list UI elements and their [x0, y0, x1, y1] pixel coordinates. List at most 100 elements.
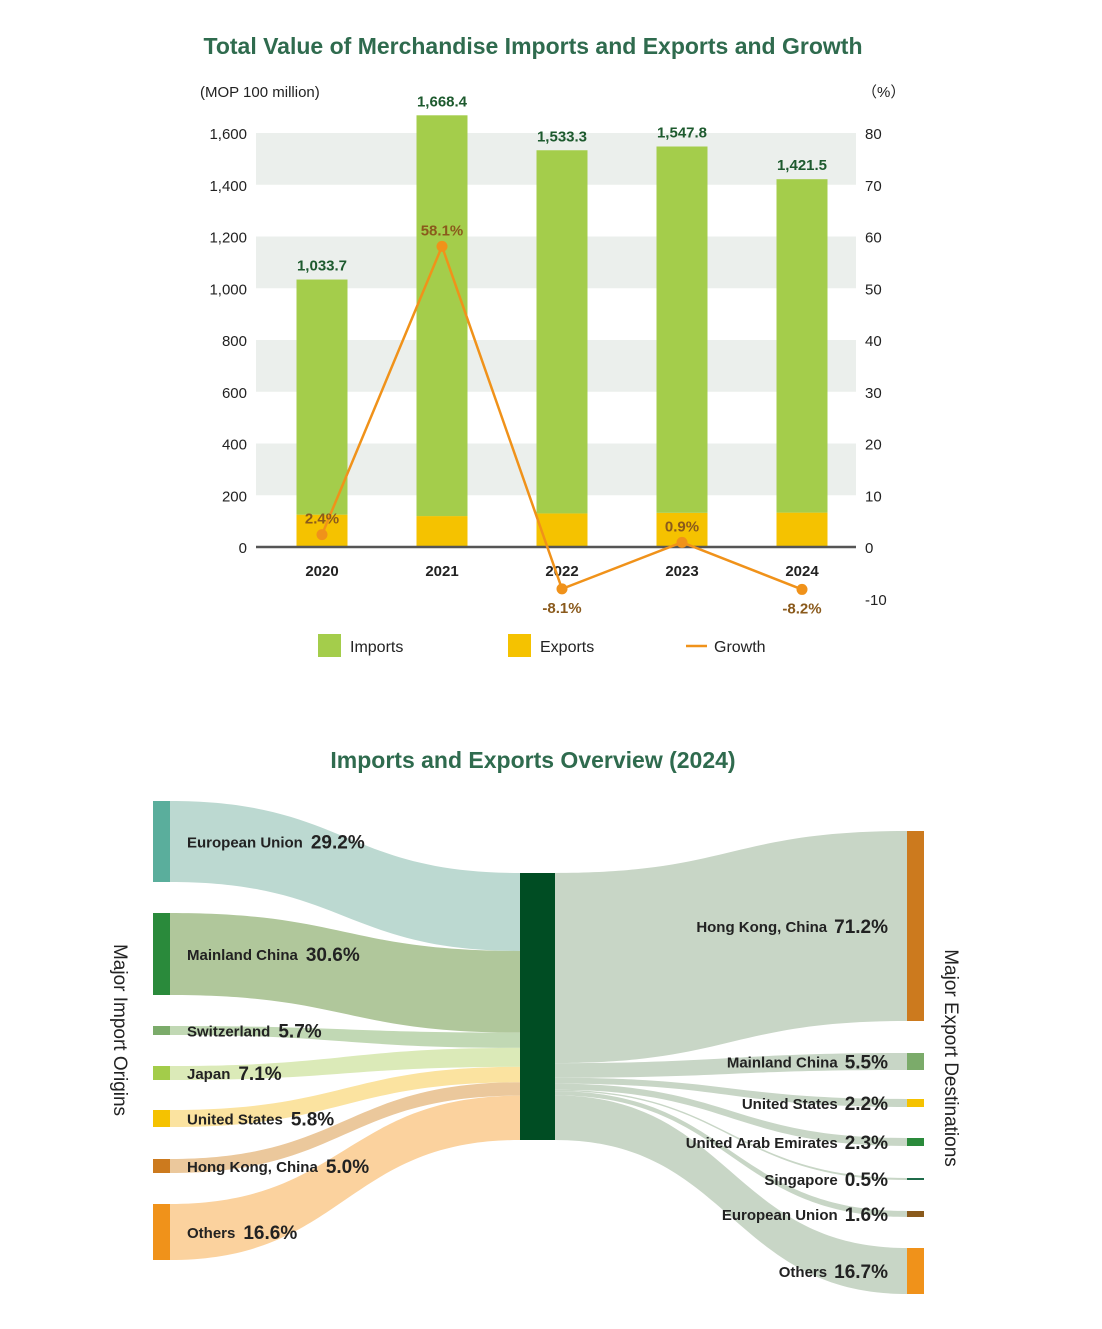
export-share-label: 16.7%: [834, 1262, 888, 1283]
export-share-label: 2.2%: [845, 1094, 888, 1115]
sankey-title: Imports and Exports Overview (2024): [330, 747, 735, 773]
right-tick-label: 20: [865, 437, 882, 454]
legend-label: Imports: [350, 639, 403, 656]
trade-value-chart: Total Value of Merchandise Imports and E…: [200, 33, 905, 657]
left-tick-label: 1,200: [209, 230, 247, 247]
growth-label: 2.4%: [305, 511, 339, 528]
export-destination-label: Singapore: [764, 1172, 837, 1189]
import-node: [153, 913, 170, 995]
total-value-label: 1,668.4: [417, 93, 468, 110]
right-tick-label: 50: [865, 281, 882, 298]
import-origin-label: Mainland China: [187, 947, 298, 964]
left-axis-unit: (MOP 100 million): [200, 84, 320, 101]
right-axis-unit: （%）: [862, 84, 905, 101]
import-share-label: 5.7%: [278, 1022, 321, 1043]
import-origin-label: Japan: [187, 1066, 230, 1083]
import-node: [153, 1026, 170, 1035]
import-flow: [170, 1066, 520, 1127]
import-node: [153, 1204, 170, 1260]
export-flow: [555, 1053, 907, 1078]
export-share-label: 1.6%: [845, 1205, 888, 1226]
category-label: 2020: [305, 563, 338, 580]
growth-label: -8.2%: [782, 600, 821, 617]
export-flow: [555, 1089, 907, 1180]
import-flow: [170, 1047, 520, 1080]
export-flow: [555, 1091, 907, 1217]
export-destination-label: Mainland China: [727, 1055, 838, 1072]
imports-bar: [656, 146, 708, 513]
left-tick-label: 800: [222, 333, 247, 350]
import-share-label: 5.8%: [291, 1110, 334, 1131]
right-tick-label: -10: [865, 592, 887, 609]
import-share-label: 7.1%: [238, 1064, 281, 1085]
legend-swatch: [318, 634, 341, 657]
growth-point: [556, 583, 568, 595]
imports-bar: [536, 150, 588, 514]
category-label: 2024: [785, 563, 819, 580]
export-share-label: 0.5%: [845, 1170, 888, 1191]
right-tick-label: 10: [865, 488, 882, 505]
import-flow: [170, 913, 520, 1033]
import-flow: [170, 1095, 520, 1260]
import-flow: [170, 1026, 520, 1048]
import-node: [153, 1066, 170, 1080]
left-tick-label: 200: [222, 488, 247, 505]
category-label: 2022: [545, 563, 578, 580]
right-tick-label: 30: [865, 385, 882, 402]
growth-point: [436, 240, 448, 252]
legend-label: Exports: [540, 639, 594, 656]
chart-title: Total Value of Merchandise Imports and E…: [203, 33, 862, 59]
import-origin-label: Others: [187, 1225, 235, 1242]
import-origin-label: Hong Kong, China: [187, 1159, 318, 1176]
export-share-label: 2.3%: [845, 1133, 888, 1154]
export-destination-label: United States: [742, 1096, 838, 1113]
import-origin-label: European Union: [187, 835, 303, 852]
import-share-label: 16.6%: [243, 1223, 297, 1244]
export-node: [907, 1138, 924, 1146]
left-tick-label: 400: [222, 437, 247, 454]
import-node: [153, 1159, 170, 1173]
left-tick-label: 0: [239, 540, 247, 557]
import-share-label: 30.6%: [306, 945, 360, 966]
import-node: [153, 801, 170, 882]
left-tick-label: 1,400: [209, 178, 247, 195]
legend-label: Growth: [714, 639, 766, 656]
right-tick-label: 0: [865, 540, 873, 557]
left-tick-label: 600: [222, 385, 247, 402]
exports-bar: [416, 516, 468, 547]
category-label: 2021: [425, 563, 458, 580]
import-origin-label: United States: [187, 1112, 283, 1129]
export-flow: [555, 831, 907, 1064]
growth-point: [316, 529, 328, 541]
export-flow: [555, 1077, 907, 1107]
right-tick-label: 40: [865, 333, 882, 350]
import-origin-label: Switzerland: [187, 1024, 270, 1041]
export-node: [907, 1211, 924, 1217]
export-destination-label: European Union: [722, 1207, 838, 1224]
export-share-label: 71.2%: [834, 917, 888, 938]
exports-bar: [536, 513, 588, 547]
export-destination-label: Others: [779, 1264, 827, 1281]
exports-bar: [776, 512, 828, 547]
export-node: [907, 831, 924, 1021]
growth-point: [676, 536, 688, 548]
import-share-label: 5.0%: [326, 1157, 369, 1178]
imports-bar: [776, 179, 828, 513]
total-value-label: 1,033.7: [297, 258, 347, 275]
total-value-label: 1,421.5: [777, 157, 827, 174]
import-node: [153, 1110, 170, 1127]
right-tick-label: 70: [865, 178, 882, 195]
export-flow: [555, 1095, 907, 1294]
import-share-label: 29.2%: [311, 833, 365, 854]
category-label: 2023: [665, 563, 698, 580]
right-tick-label: 80: [865, 126, 882, 143]
growth-point: [796, 583, 808, 595]
left-tick-label: 1,600: [209, 126, 247, 143]
export-axis-label: Major Export Destinations: [940, 949, 961, 1167]
total-value-label: 1,547.8: [657, 125, 707, 142]
imports-bar: [296, 279, 348, 515]
export-node: [907, 1248, 924, 1294]
legend-swatch: [508, 634, 531, 657]
hub-node: [520, 873, 555, 1140]
